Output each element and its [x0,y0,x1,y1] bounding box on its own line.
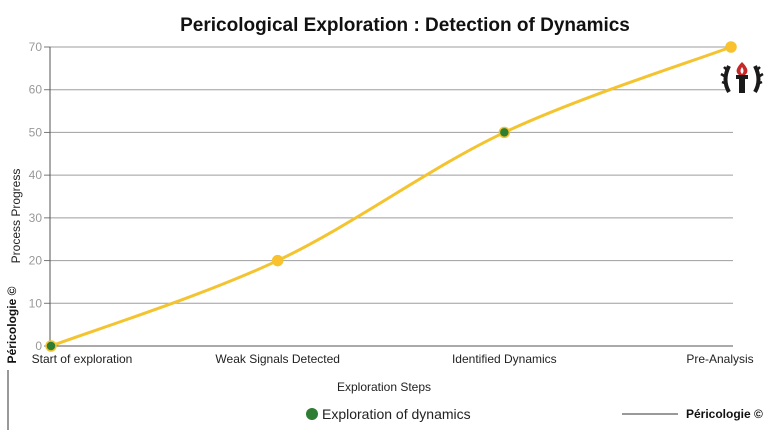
x-tick-labels: Start of exploration Weak Signals Detecte… [32,352,754,366]
x-axis-label: Exploration Steps [337,380,431,394]
y-tick-labels: 0 10 20 30 40 50 60 70 [29,40,43,353]
legend[interactable]: Exploration of dynamics [306,406,471,422]
y-tick-label: 0 [35,339,42,353]
y-tick-label: 50 [29,125,43,139]
legend-marker-icon [306,408,318,420]
grid [44,46,733,347]
x-tick-label: Identified Dynamics [452,352,557,366]
torch-laurel-logo-icon [720,61,764,99]
x-tick-label: Weak Signals Detected [215,352,340,366]
y-tick-label: 60 [29,83,43,97]
data-point[interactable] [725,41,737,53]
y-axis-label: Process Progress [9,169,23,264]
chart-title: Pericological Exploration : Detection of… [180,15,630,36]
footer-credit-label: Péricologie © [686,407,763,421]
y-tick-label: 10 [29,296,43,310]
side-credit-label: Péricologie © [5,286,19,363]
y-tick-label: 70 [29,40,43,54]
data-point[interactable] [45,340,57,352]
y-tick-label: 40 [29,168,43,182]
series-line [50,45,732,348]
y-tick-label: 30 [29,211,43,225]
x-tick-label: Start of exploration [32,352,133,366]
legend-series-label: Exploration of dynamics [322,406,471,422]
x-tick-label: Pre-Analysis [686,352,753,366]
data-point[interactable] [271,254,284,267]
y-tick-label: 20 [29,254,43,268]
data-points [45,41,737,352]
data-point[interactable] [498,126,511,139]
